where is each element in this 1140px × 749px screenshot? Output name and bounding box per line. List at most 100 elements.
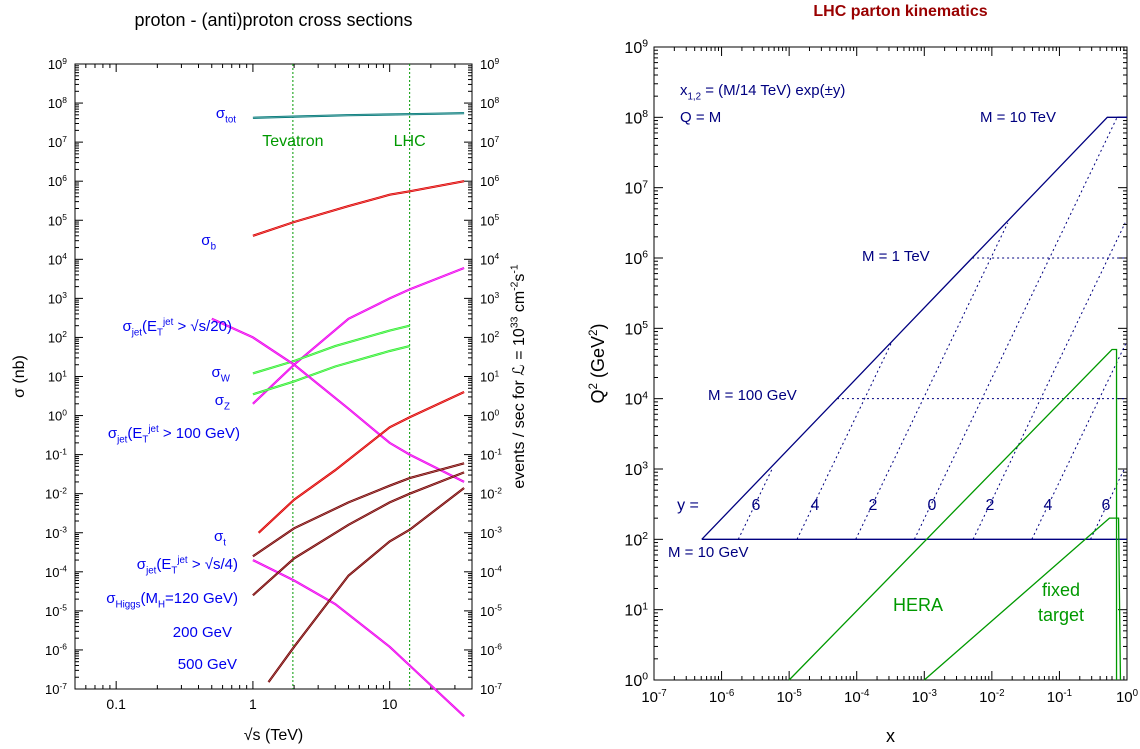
right-y-tick-label-part: 10 [480,174,494,189]
left-x-axis-label: √s (TeV) [244,727,303,744]
right-y-tick-label: 109 [480,56,499,72]
series-label-part: (M [140,590,158,607]
left-y-tick-label-part: -7 [59,681,67,691]
series-label-part: =120 GeV) [165,590,238,607]
r-y-tick-label-part: 8 [642,109,648,120]
series-line-inner [258,391,465,533]
series-label-part: jet [147,424,159,435]
r-y-tick-label-part: 10 [624,532,642,549]
series-label-part: jet [116,435,128,446]
r-y-tick-label-part: 10 [624,392,642,409]
series-label: σtot [216,105,236,126]
left-y-tick-label: 109 [48,56,67,72]
right-y-tick-label-part: 10 [480,409,494,424]
right-kinematics-chart: LHC parton kinematics1001011021031041051… [587,3,1139,746]
r-y-tick-label-part: 10 [624,251,642,268]
left-y-tick-label: 103 [48,290,67,306]
left-y-tick-label-part: 7 [62,134,67,144]
series-line [267,487,465,683]
r-y-tick-label-part: 4 [642,390,648,401]
left-y-tick-label-part: 10 [48,213,62,228]
left-y-tick-label-part: -5 [59,603,67,613]
right-y-tick-label-part: 10 [480,487,494,502]
r-y-tick-label-part: 2 [642,531,648,542]
r-x-tick-label-part: -4 [861,688,870,699]
right-y-tick-label-part: 3 [494,290,499,300]
series-line-inner [211,318,465,483]
right-y-tick-label-part: 4 [494,251,499,261]
right-y-tick-label-part: 10 [480,213,494,228]
right-y-axis-label: events / sec for ℒ = 1033 cm-2s-1 [510,264,528,489]
series-label-part: b [211,242,217,253]
series-label-part: 200 GeV [173,624,232,641]
series-line-inner [252,180,465,237]
left-y-tick-label-part: -2 [59,485,67,495]
right-y-axis-label: Q2 (GeV2) [587,323,608,403]
series-label-part: Z [224,402,230,413]
series-label-part: T [171,566,177,577]
left-y-tick-label-part: -6 [59,642,67,652]
series-label: σZ [215,392,230,413]
r-x-tick-label: 10-7 [641,688,666,706]
left-y-tick-label: 10-1 [45,446,67,462]
left-y-tick-label-part: -1 [59,446,67,456]
right-y-tick-label-part: 10 [480,330,494,345]
right-y-tick-label: 108 [480,95,499,111]
right-y-tick-label: 104 [480,251,499,267]
r-y-tick-label-part: 10 [624,603,642,620]
hera-region-outline [788,348,1118,681]
series-label-part: > √s/4) [188,556,238,573]
left-y-tick-label-part: 10 [48,330,62,345]
r-y-tick-label: 101 [624,601,648,619]
formula-label-part: x [680,82,688,99]
r-y-tick-label: 104 [624,390,648,408]
left-y-tick-label: 106 [48,173,67,189]
left-y-tick-label: 101 [48,368,67,384]
series-label: σjet(ETjet > 100 GeV) [108,424,240,446]
right-y-tick-label-part: 1 [494,368,499,378]
left-y-tick-label-part: 10 [45,448,59,463]
series-line-inner [252,267,465,404]
left-y-tick-label: 102 [48,329,67,345]
right-y-axis-label-part: s [511,274,528,282]
series-label-part: (E [127,425,142,442]
right-y-tick-label-part: 10 [480,604,494,619]
series-label: σb [201,232,216,253]
left-y-tick-label-part: 10 [48,57,62,72]
left-y-tick-label-part: 2 [62,329,67,339]
series-label: σjet(ETjet > √s/4) [137,555,238,577]
series-label-part: σ [108,425,118,442]
r-y-tick-label: 106 [624,250,648,268]
left-chart-title: proton - (anti)proton cross sections [134,10,412,30]
r-y-tick-label-part: 10 [624,110,642,127]
r-x-tick-label: 10-4 [844,688,870,706]
hera-label: HERA [893,595,943,615]
right-y-tick-label: 100 [480,407,499,423]
right-y-tick-label: 105 [480,212,499,228]
left-y-tick-label-part: 10 [48,174,62,189]
right-y-tick-label: 106 [480,173,499,189]
left-y-tick-label-part: 10 [48,135,62,150]
rapidity-dotted-line [972,222,1126,540]
right-y-tick-label-part: 5 [494,212,499,222]
rapidity-label: 0 [928,497,937,514]
r-y-tick-label-part: 1 [642,601,648,612]
series-label: σjet(ETjet > √s/20) [122,317,232,339]
series-label-part: (E [142,318,157,335]
left-y-tick-label: 107 [48,134,67,150]
r-x-tick-label-part: -5 [793,688,802,699]
mass-label: M = 1 TeV [862,248,930,265]
right-y-tick-label-part: 10 [480,252,494,267]
series-label-part: σ [214,528,224,545]
right-y-tick-label-part: -3 [494,525,502,535]
series-line-inner [268,487,465,683]
rapidity-label: 4 [811,497,820,514]
right-y-tick-label-part: 0 [494,407,499,417]
series-label-part: σ [122,318,132,335]
series-line-inner [252,463,465,557]
r-x-tick-label-part: 10 [709,689,726,706]
left-y-tick-label-part: 10 [48,291,62,306]
right-y-axis-label-part: 2 [587,383,600,390]
q-equals-m-label: Q = M [680,109,721,126]
left-y-tick-label-part: 10 [45,682,59,697]
